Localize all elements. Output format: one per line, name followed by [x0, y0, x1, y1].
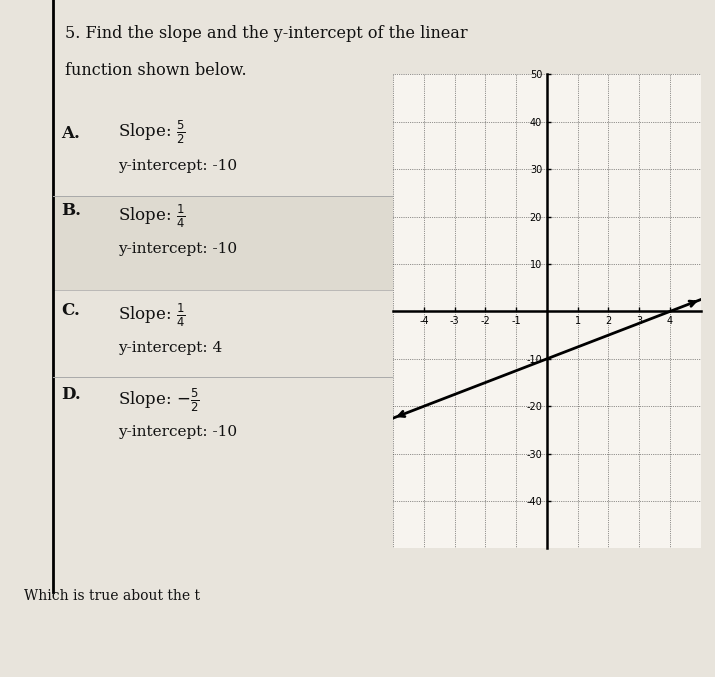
Text: 5. Find the slope and the y-intercept of the linear: 5. Find the slope and the y-intercept of… — [65, 25, 468, 42]
Text: y-intercept: 4: y-intercept: 4 — [118, 341, 222, 355]
Text: Slope: $-\frac{5}{2}$: Slope: $-\frac{5}{2}$ — [118, 386, 199, 414]
Text: y-intercept: -10: y-intercept: -10 — [118, 425, 237, 439]
Text: function shown below.: function shown below. — [65, 62, 247, 79]
Text: Which is true about the t: Which is true about the t — [24, 588, 200, 603]
Text: D.: D. — [61, 386, 81, 403]
Text: A.: A. — [61, 125, 80, 141]
Text: Slope: $\frac{5}{2}$: Slope: $\frac{5}{2}$ — [118, 118, 186, 146]
Text: Slope: $\frac{1}{4}$: Slope: $\frac{1}{4}$ — [118, 302, 186, 330]
Text: C.: C. — [61, 302, 80, 319]
Text: y-intercept: -10: y-intercept: -10 — [118, 159, 237, 173]
Bar — [53, 196, 408, 290]
Text: Slope: $\frac{1}{4}$: Slope: $\frac{1}{4}$ — [118, 202, 186, 230]
Text: y-intercept: -10: y-intercept: -10 — [118, 242, 237, 256]
Text: B.: B. — [61, 202, 81, 219]
